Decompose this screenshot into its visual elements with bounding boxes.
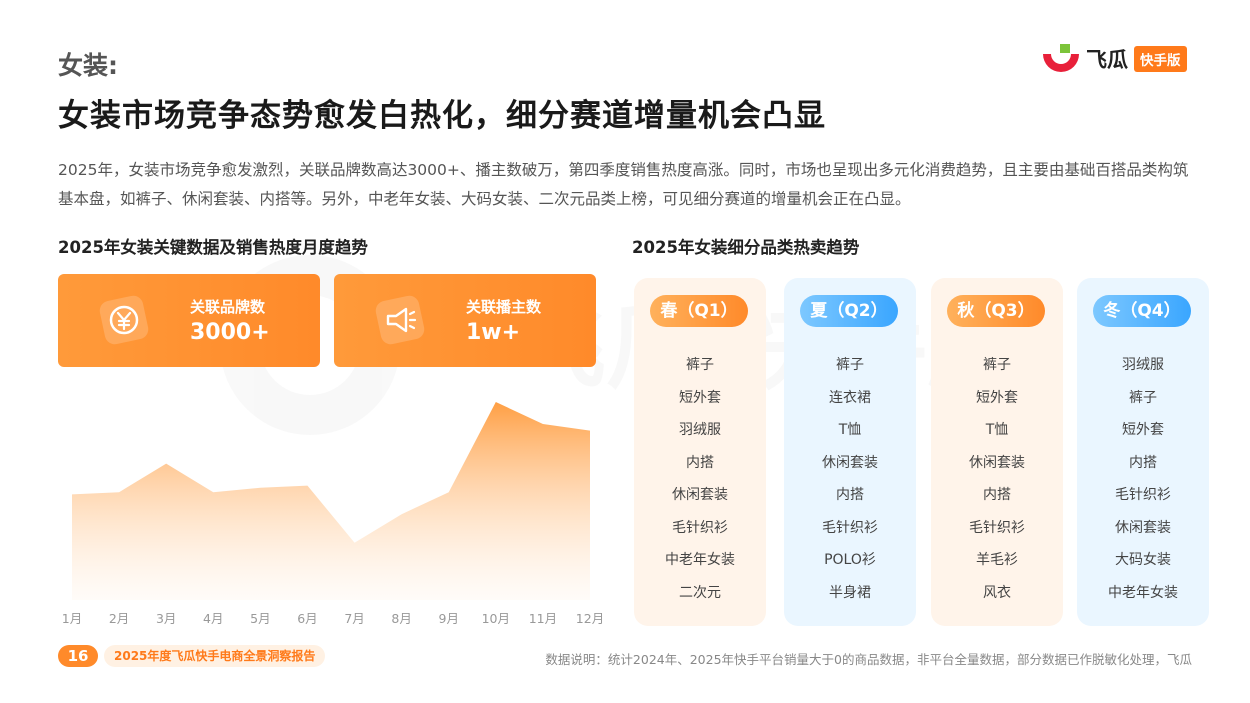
category-item: 短外套 — [1122, 422, 1164, 438]
x-tick-label: 4月 — [203, 611, 223, 626]
x-tick-label: 12月 — [576, 611, 604, 626]
category-item: 毛针织衫 — [1115, 487, 1171, 503]
intro-paragraph: 2025年，女装市场竞争愈发激烈，关联品牌数高达3000+、播主数破万，第四季度… — [58, 161, 1189, 208]
x-tick-label: 9月 — [439, 611, 459, 626]
category-item: 裤子 — [1129, 389, 1157, 406]
category-item: 裤子 — [983, 357, 1011, 373]
section-label: 女装: — [58, 51, 118, 80]
megaphone-icon — [375, 295, 425, 345]
season-label: 冬（Q4） — [1093, 295, 1191, 327]
category-item: 大码女装 — [1115, 552, 1171, 568]
category-item: 休闲套装 — [969, 454, 1025, 471]
x-tick-label: 1月 — [62, 611, 82, 626]
yuan-coin-icon — [99, 295, 149, 345]
stat-label: 关联品牌数 — [190, 298, 266, 316]
season-column: 夏（Q2） 裤子连衣裙 T恤休闲套装内搭毛针织衫 POLO衫半身裙 — [784, 278, 916, 626]
season-column: 秋（Q3） 裤子短外套 T恤休闲套装内搭毛针织衫羊毛衫风衣 — [931, 278, 1063, 626]
category-item: 内搭 — [1129, 454, 1157, 471]
category-item: 中老年女装 — [665, 552, 735, 568]
category-item: 内搭 — [983, 487, 1011, 503]
category-item: 休闲套装 — [672, 487, 728, 503]
x-tick-label: 8月 — [391, 611, 411, 626]
category-item: 毛针织衫 — [822, 519, 878, 536]
category-item: 半身裙 — [829, 584, 871, 601]
category-list: 裤子短外套羽绒服内搭休闲套装毛针织衫中老年女装二次元 — [634, 354, 766, 614]
category-item: 裤子 — [836, 357, 864, 373]
brand-logo: 飞瓜 快手版 — [1040, 42, 1187, 76]
category-item: 毛针织衫 — [969, 519, 1025, 536]
chart-svg: 1月 2月 3月 4月 5月 6月 7月 8月 9月 10月 11月 12月 — [62, 401, 604, 626]
x-tick-label: 3月 — [156, 611, 176, 626]
stat-card-brands: 关联品牌数 3000+ — [58, 274, 320, 367]
stat-value: 3000+ — [190, 320, 270, 345]
category-item: 裤子 — [686, 357, 714, 373]
stat-label: 关联播主数 — [466, 298, 542, 316]
x-tick-label: 10月 — [482, 611, 510, 626]
report-name: 2025年度飞瓜快手电商全景洞察报告 — [104, 645, 326, 667]
page-number: 16 — [58, 645, 98, 667]
logo-text: 飞瓜 — [1086, 48, 1128, 72]
page-title: 女装市场竞争态势愈发白热化，细分赛道增量机会凸显 — [58, 98, 826, 134]
category-list: 羽绒服裤子短外套内搭毛针织衫休闲套装大码女装中老年女装 — [1077, 354, 1209, 614]
sales-heat-area — [72, 402, 590, 600]
category-list: 裤子短外套 T恤休闲套装内搭毛针织衫羊毛衫风衣 — [931, 354, 1063, 614]
stat-value: 1w+ — [466, 320, 521, 345]
x-tick-label: 2月 — [109, 611, 129, 626]
category-item: 羽绒服 — [679, 422, 721, 438]
category-item: 休闲套装 — [1115, 519, 1171, 536]
category-item: 羊毛衫 — [976, 552, 1018, 568]
category-item: 短外套 — [679, 389, 721, 406]
category-item: 羽绒服 — [1122, 357, 1164, 373]
right-panel-title: 2025年女装细分品类热卖趋势 — [632, 238, 860, 257]
x-tick-label: 11月 — [529, 611, 557, 626]
category-item: 二次元 — [679, 584, 721, 601]
category-item: 风衣 — [983, 584, 1011, 601]
season-label: 秋（Q3） — [947, 295, 1045, 327]
x-tick-label: 5月 — [250, 611, 270, 626]
category-list: 裤子连衣裙 T恤休闲套装内搭毛针织衫 POLO衫半身裙 — [784, 354, 916, 614]
category-item: 短外套 — [976, 389, 1018, 406]
season-label: 春（Q1） — [650, 295, 748, 327]
x-tick-label: 7月 — [344, 611, 364, 626]
category-item: 中老年女装 — [1108, 584, 1178, 601]
category-item: 毛针织衫 — [672, 519, 728, 536]
category-item: 内搭 — [686, 454, 714, 471]
data-note: 数据说明：统计2024年、2025年快手平台销量大于0的商品数据，非平台全量数据… — [545, 652, 1192, 667]
left-panel-title: 2025年女装关键数据及销售热度月度趋势 — [58, 238, 368, 257]
season-column: 冬（Q4） 羽绒服裤子短外套内搭毛针织衫休闲套装大码女装中老年女装 — [1077, 278, 1209, 626]
category-item: POLO衫 — [824, 552, 876, 568]
feigua-logo-icon — [1043, 44, 1079, 72]
category-item: 内搭 — [836, 487, 864, 503]
logo-badge: 快手版 — [1134, 46, 1187, 72]
category-item: 连衣裙 — [829, 389, 871, 406]
stat-card-streamers: 关联播主数 1w+ — [334, 274, 596, 367]
season-label: 夏（Q2） — [800, 295, 898, 327]
x-tick-label: 6月 — [297, 611, 317, 626]
sales-heat-area-chart: 1月 2月 3月 4月 5月 6月 7月 8月 9月 10月 11月 12月 — [58, 380, 604, 630]
category-item: 休闲套装 — [822, 454, 878, 471]
category-item: T恤 — [838, 422, 862, 438]
season-column: 春（Q1） 裤子短外套羽绒服内搭休闲套装毛针织衫中老年女装二次元 — [634, 278, 766, 626]
category-item: T恤 — [985, 422, 1009, 438]
